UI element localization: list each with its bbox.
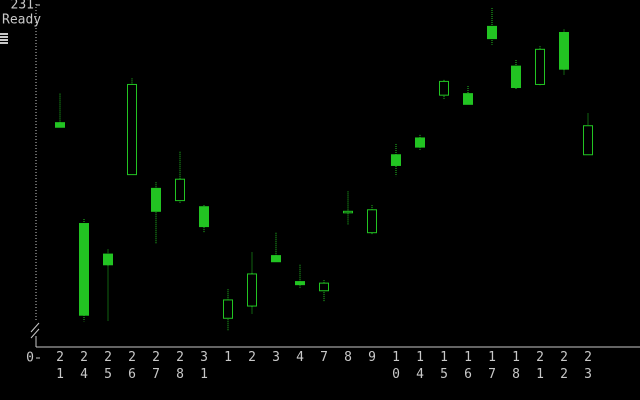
- candle-body: [247, 273, 257, 307]
- x-tick-label: 26: [125, 350, 140, 384]
- candle-body: [295, 281, 305, 286]
- x-tick-label: 27: [149, 350, 164, 384]
- candle-body: [223, 299, 233, 319]
- x-tick-label: 24: [77, 350, 92, 384]
- candle-body: [79, 223, 89, 316]
- candle-body: [367, 209, 377, 234]
- x-tick-label: 2: [245, 350, 260, 367]
- x-tick-label: 21: [533, 350, 548, 384]
- candle-body: [319, 282, 329, 292]
- y-tick-label: 231: [11, 0, 34, 13]
- x-tick-label: 31: [197, 350, 212, 384]
- candle-body: [343, 210, 353, 214]
- x-tick-label: 28: [173, 350, 188, 384]
- candle-body: [199, 206, 209, 228]
- x-tick-label: 14: [413, 350, 428, 384]
- candle-body: [463, 93, 473, 105]
- x-tick-label: 25: [101, 350, 116, 384]
- candle-body: [391, 154, 401, 166]
- candle-body: [55, 122, 65, 128]
- candle-body: [103, 253, 113, 266]
- x-tick-label: 8: [341, 350, 356, 367]
- x-tick-label: 4: [293, 350, 308, 367]
- candle-body: [415, 137, 425, 148]
- x-tick-label: 17: [485, 350, 500, 384]
- candle-body: [271, 255, 281, 263]
- x-tick-label: 18: [509, 350, 524, 384]
- cursor: [0, 33, 8, 44]
- x-tick-label: 3: [269, 350, 284, 367]
- candle-body: [583, 125, 593, 156]
- x-tick-label: 16: [461, 350, 476, 384]
- y-tick-label: 0: [26, 351, 34, 366]
- candle-body: [511, 65, 521, 89]
- x-tick-label: 1: [221, 350, 236, 367]
- axis-break: [30, 322, 40, 347]
- x-tick-label: 9: [365, 350, 380, 367]
- candle-body: [559, 32, 569, 70]
- candle-body: [439, 80, 449, 96]
- status-text: Ready: [2, 13, 41, 28]
- candle-body: [175, 178, 185, 202]
- candle-body: [487, 25, 497, 40]
- x-tick-label: 23: [581, 350, 596, 384]
- x-tick-label: 15: [437, 350, 452, 384]
- candle-body: [127, 83, 137, 176]
- x-tick-label: 7: [317, 350, 332, 367]
- x-tick-label: 21: [53, 350, 68, 384]
- x-tick-label: 22: [557, 350, 572, 384]
- x-tick-label: 10: [389, 350, 404, 384]
- candle-body: [151, 187, 161, 212]
- candle-body: [535, 48, 545, 85]
